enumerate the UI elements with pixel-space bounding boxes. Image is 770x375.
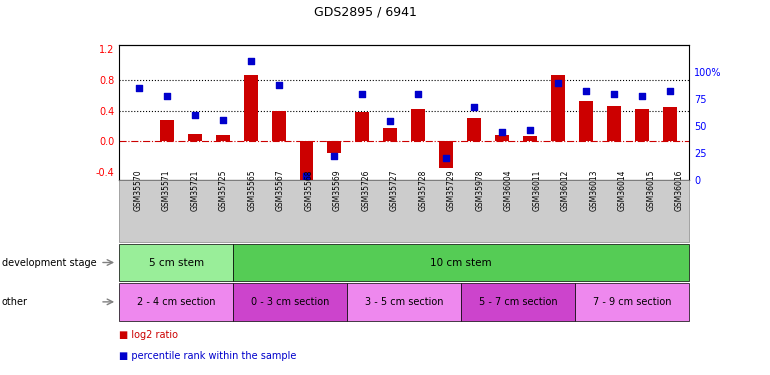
Bar bbox=[383, 128, 397, 141]
Text: ■ log2 ratio: ■ log2 ratio bbox=[119, 330, 179, 340]
Text: GSM36015: GSM36015 bbox=[646, 170, 655, 211]
Bar bbox=[551, 75, 565, 141]
Text: 5 cm stem: 5 cm stem bbox=[149, 258, 204, 267]
Text: 5 - 7 cm section: 5 - 7 cm section bbox=[479, 297, 557, 307]
Point bbox=[328, 153, 340, 159]
Bar bbox=[495, 135, 509, 141]
Point bbox=[608, 91, 620, 97]
Point bbox=[635, 93, 648, 99]
Text: GSM35726: GSM35726 bbox=[362, 170, 370, 211]
Text: GSM35978: GSM35978 bbox=[475, 170, 484, 211]
Point bbox=[244, 58, 256, 64]
Text: GSM35725: GSM35725 bbox=[219, 170, 228, 211]
Point bbox=[161, 93, 173, 99]
Text: GSM35729: GSM35729 bbox=[447, 170, 456, 211]
Point bbox=[468, 104, 480, 110]
Text: GSM35569: GSM35569 bbox=[333, 170, 342, 211]
Bar bbox=[327, 141, 341, 153]
Bar bbox=[160, 120, 174, 141]
Text: GSM36004: GSM36004 bbox=[504, 170, 513, 211]
Text: GSM35567: GSM35567 bbox=[276, 170, 285, 211]
Bar bbox=[467, 118, 481, 141]
Point bbox=[216, 117, 229, 123]
Text: GSM35565: GSM35565 bbox=[248, 170, 256, 211]
Text: GSM35721: GSM35721 bbox=[191, 170, 199, 211]
Text: 7 - 9 cm section: 7 - 9 cm section bbox=[593, 297, 671, 307]
Point bbox=[412, 91, 424, 97]
Text: GSM35727: GSM35727 bbox=[390, 170, 399, 211]
Text: GSM35570: GSM35570 bbox=[134, 170, 142, 211]
Bar bbox=[272, 111, 286, 141]
Text: development stage: development stage bbox=[2, 258, 96, 267]
Bar bbox=[523, 136, 537, 141]
Text: GSM36016: GSM36016 bbox=[675, 170, 684, 211]
Text: ■ percentile rank within the sample: ■ percentile rank within the sample bbox=[119, 351, 296, 361]
Bar bbox=[216, 135, 229, 141]
Point bbox=[132, 85, 145, 91]
Point bbox=[384, 118, 397, 124]
Bar bbox=[579, 101, 593, 141]
Point bbox=[440, 155, 452, 161]
Text: 0 - 3 cm section: 0 - 3 cm section bbox=[251, 297, 330, 307]
Point bbox=[273, 82, 285, 88]
Point bbox=[552, 80, 564, 86]
Text: GSM36012: GSM36012 bbox=[561, 170, 570, 211]
Point bbox=[357, 91, 369, 97]
Point bbox=[664, 88, 676, 94]
Bar bbox=[356, 112, 370, 141]
Bar bbox=[300, 141, 313, 180]
Point bbox=[496, 129, 508, 135]
Point bbox=[300, 172, 313, 178]
Text: other: other bbox=[2, 297, 28, 307]
Text: GSM35568: GSM35568 bbox=[304, 170, 313, 211]
Text: GSM35728: GSM35728 bbox=[419, 170, 427, 211]
Text: GSM36013: GSM36013 bbox=[590, 170, 598, 211]
Bar bbox=[188, 134, 202, 141]
Point bbox=[189, 112, 201, 118]
Text: GSM36011: GSM36011 bbox=[533, 170, 541, 211]
Point bbox=[524, 128, 536, 134]
Point bbox=[580, 88, 592, 94]
Text: GSM35571: GSM35571 bbox=[162, 170, 171, 211]
Text: GSM36014: GSM36014 bbox=[618, 170, 627, 211]
Bar bbox=[439, 141, 453, 168]
Bar bbox=[634, 109, 648, 141]
Text: 2 - 4 cm section: 2 - 4 cm section bbox=[137, 297, 216, 307]
Bar bbox=[607, 106, 621, 141]
Text: 3 - 5 cm section: 3 - 5 cm section bbox=[365, 297, 444, 307]
Bar bbox=[243, 75, 258, 141]
Bar bbox=[663, 108, 677, 141]
Bar bbox=[411, 109, 425, 141]
Text: 10 cm stem: 10 cm stem bbox=[430, 258, 492, 267]
Text: GDS2895 / 6941: GDS2895 / 6941 bbox=[314, 6, 417, 19]
